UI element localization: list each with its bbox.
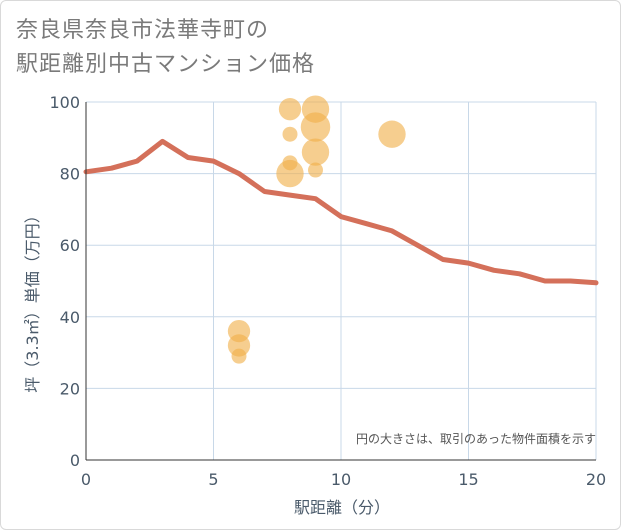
average-price-line xyxy=(83,138,599,286)
y-tick-label-20: 20 xyxy=(60,379,80,398)
bubble-point-9 xyxy=(301,138,330,166)
chart-title-line2: 駅距離別中古マンション価格 xyxy=(16,52,316,77)
tick-labels: 0 20 40 60 80 100 0 5 10 15 20 xyxy=(49,93,606,489)
y-tick-label-60: 60 xyxy=(60,236,80,255)
y-axis-label: 坪（3.3㎡）単価（万円） xyxy=(23,207,42,392)
x-axis-label: 駅距離（分） xyxy=(294,498,390,517)
y-tick-label-0: 0 xyxy=(70,451,80,470)
bubble-point-4 xyxy=(282,126,298,142)
axes xyxy=(85,102,596,461)
x-tick-label-10: 10 xyxy=(331,470,351,489)
x-tick-label-0: 0 xyxy=(81,470,91,489)
bubble-point-3 xyxy=(278,97,302,121)
x-tick-label-20: 20 xyxy=(586,470,606,489)
bubble-point-2 xyxy=(231,348,247,364)
bubble-point-1 xyxy=(227,334,251,357)
grid xyxy=(86,101,597,460)
y-tick-label-100: 100 xyxy=(49,93,80,112)
bubble-point-10 xyxy=(308,162,323,178)
chart-title: 奈良県奈良市法華寺町の 駅距離別中古マンション価格 xyxy=(16,14,315,82)
bubble-point-8 xyxy=(300,112,331,142)
x-tick-label-15: 15 xyxy=(458,470,478,489)
bubble-point-6 xyxy=(276,159,304,188)
bubble-size-note: 円の大きさは、取引のあった物件面積を示す xyxy=(356,431,596,446)
y-tick-label-80: 80 xyxy=(60,165,80,184)
y-tick-label-40: 40 xyxy=(60,308,80,327)
chart-title-line1: 奈良県奈良市法華寺町の xyxy=(16,18,270,43)
x-tick-label-5: 5 xyxy=(208,470,218,489)
line-layer xyxy=(83,138,599,286)
bubble-layer xyxy=(227,95,406,364)
bubble-point-11 xyxy=(378,120,406,148)
